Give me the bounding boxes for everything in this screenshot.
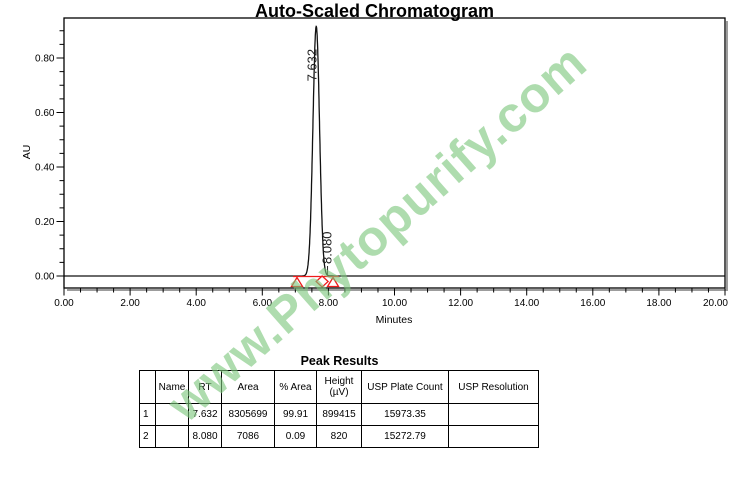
data-cell: 7.632 [188,403,222,426]
x-tick-label: 12.00 [448,298,473,309]
data-cell: 899415 [316,403,362,426]
plot-border [63,17,726,289]
data-cell: 8305699 [221,403,275,426]
y-tick-label: 0.40 [35,163,55,174]
column-header: Height (µV) [316,370,362,404]
x-axis-label: Minutes [376,314,413,326]
data-cell: 7086 [221,425,275,448]
integration-triangle-marker [290,276,304,288]
chart-title: Auto-Scaled Chromatogram [254,1,495,21]
row-number-cell: 1 [139,403,156,426]
y-tick-label: 0.80 [35,54,55,65]
data-cell [155,425,189,448]
column-header: USP Plate Count [361,370,449,404]
integration-triangle-marker [326,276,340,288]
data-cell [448,425,539,448]
x-tick-label: 2.00 [120,298,140,309]
x-tick-label: 0.00 [54,298,74,309]
column-header: % Area [274,370,317,404]
table-row: 1 7.632 8305699 99.91 899415 15973.35 [139,403,539,426]
x-tick-label: 14.00 [514,298,539,309]
chromatogram-trace [64,25,725,277]
table-row: 2 8.080 7086 0.09 820 15272.79 [139,425,539,448]
plot-axes-and-trace: 0.00 0.20 0.40 0.60 0.80 0.00 2.00 4.00 6.00 8.00… [35,17,728,309]
y-tick-label: 0.00 [35,272,55,283]
chromatogram-plot: 0.00 0.20 0.40 0.60 0.80 0.00 2.00 4.00 6.00 8.00… [21,17,728,326]
column-header [139,370,156,404]
data-cell: 15272.79 [361,425,449,448]
column-header: Area [221,370,275,404]
integration-diamond-marker [315,275,330,288]
peak-results-title: Peak Results [300,354,379,368]
x-tick-label: 6.00 [253,298,273,309]
data-cell: 15973.35 [361,403,449,426]
peak-results-section: Peak Results Name RT Area% Area Height (µV)… [139,354,540,448]
data-cell [448,403,539,426]
peak-rt-label: 7.632 [305,49,320,82]
column-header: USP Resolution [448,370,539,404]
data-cell [155,403,189,426]
x-tick-label: 8.00 [319,298,339,309]
column-header: Name [155,370,189,404]
x-tick-label: 18.00 [646,298,671,309]
column-header: RT [188,370,222,404]
peak-rt-label: 8.080 [320,231,335,264]
row-number-cell: 2 [139,425,156,448]
y-tick-label: 0.60 [35,108,55,119]
data-cell: 820 [316,425,362,448]
x-tick-label: 10.00 [382,298,407,309]
y-tick-label: 0.20 [35,217,55,228]
x-tick-label: 20.00 [703,298,728,309]
x-tick-label: 4.00 [186,298,206,309]
data-cell: 8.080 [188,425,222,448]
peak-results-table: Name RT Area% Area Height (µV) USP Plate Cou… [139,370,539,448]
x-tick-label: 16.00 [580,298,605,309]
data-cell: 99.91 [274,403,317,426]
data-cell: 0.09 [274,425,317,448]
y-axis-label: AU [21,145,33,160]
